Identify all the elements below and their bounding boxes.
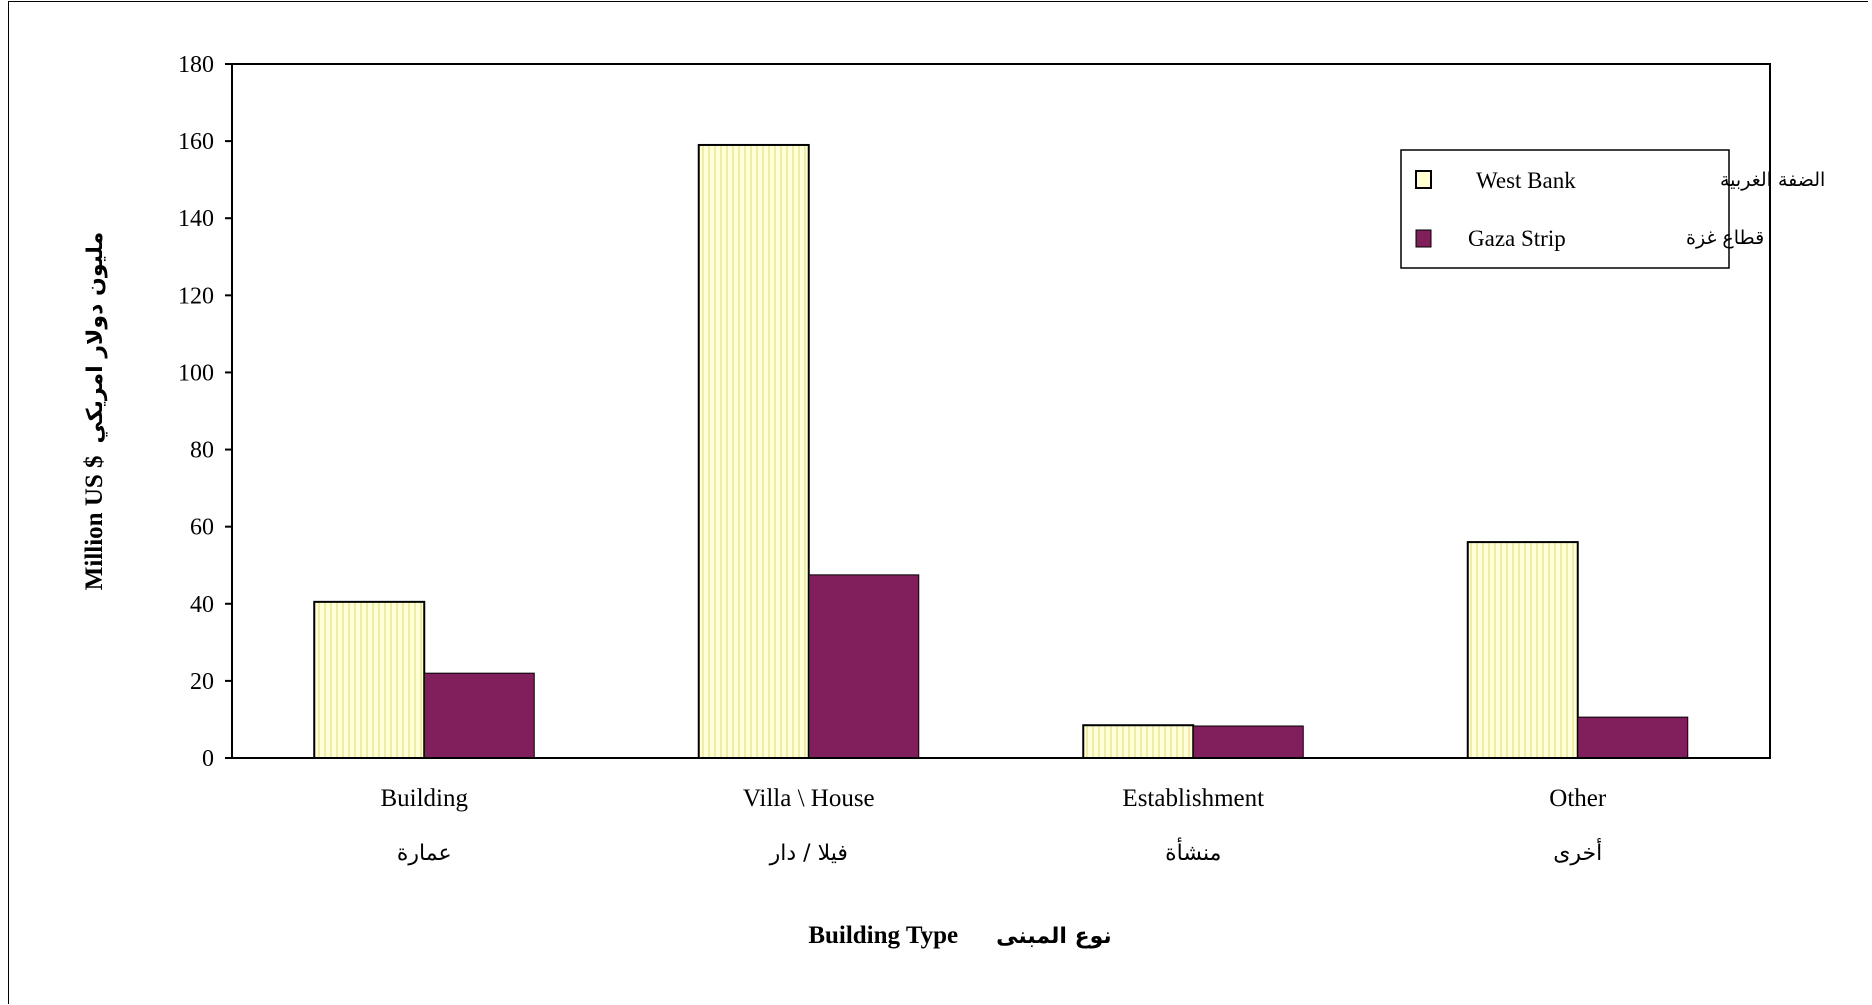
- bar-gaza-strip: [1577, 716, 1689, 759]
- legend-label-west-bank-ar: الضفة الغربية: [1720, 169, 1825, 191]
- x-axis-title: Building Type نوع المبنى: [808, 922, 1111, 949]
- y-axis-title-en: Million US $: [81, 455, 108, 590]
- legend-swatch-west-bank: [1415, 170, 1432, 189]
- y-axis-title: Million US $ مليون دولار امريكي: [81, 232, 108, 590]
- x-tick-label: Other: [1549, 785, 1607, 812]
- y-tick-label: 160: [178, 129, 214, 155]
- x-tick-label-ar: أخرى: [1553, 838, 1602, 866]
- bar-gaza-strip: [808, 574, 920, 759]
- x-axis-title-en: Building Type: [808, 922, 958, 949]
- chart-frame: [8, 1, 1868, 1004]
- legend: West Bank الضفة الغربية Gaza Strip قطاع …: [1400, 149, 1825, 269]
- bar-west-bank: [697, 143, 810, 759]
- x-tick-label: Building: [380, 785, 468, 812]
- y-tick-label: 80: [190, 438, 214, 464]
- x-axis-labels: Building عمارة Villa \ House فيلا / دار Esta…: [380, 785, 1606, 866]
- y-tick-label: 120: [178, 283, 214, 309]
- legend-label-gaza-strip: Gaza Strip: [1468, 226, 1566, 251]
- bars: [232, 143, 1770, 760]
- y-axis-ticks: 0 20 40 60 80 100 120 140 160 180: [178, 52, 232, 772]
- legend-swatch-gaza-strip: [1415, 229, 1432, 248]
- bar-west-bank: [313, 600, 426, 759]
- legend-label-gaza-strip-ar: قطاع غزة: [1686, 227, 1764, 249]
- y-tick-label: 40: [190, 592, 214, 618]
- legend-label-west-bank: West Bank: [1476, 168, 1576, 193]
- y-tick-label: 140: [178, 206, 214, 232]
- bar-gaza-strip: [1192, 725, 1304, 759]
- x-tick-label: Establishment: [1122, 785, 1264, 812]
- y-tick-label: 20: [190, 669, 214, 695]
- x-tick-label: Villa \ House: [743, 785, 875, 812]
- x-tick-label-ar: منشأة: [1165, 837, 1221, 866]
- y-tick-label: 180: [178, 52, 214, 78]
- bar-west-bank: [1082, 724, 1195, 760]
- x-axis-title-ar: نوع المبنى: [996, 924, 1112, 949]
- y-axis-title-ar: مليون دولار امريكي: [83, 232, 108, 444]
- y-tick-label: 60: [190, 515, 214, 541]
- bar-west-bank: [1466, 541, 1579, 759]
- bar-gaza-strip: [423, 672, 535, 759]
- x-tick-label-ar: عمارة: [397, 841, 452, 866]
- legend-box: [1400, 149, 1730, 269]
- y-tick-label: 0: [202, 746, 214, 772]
- x-tick-label-ar: فيلا / دار: [769, 841, 848, 866]
- y-tick-label: 100: [178, 360, 214, 386]
